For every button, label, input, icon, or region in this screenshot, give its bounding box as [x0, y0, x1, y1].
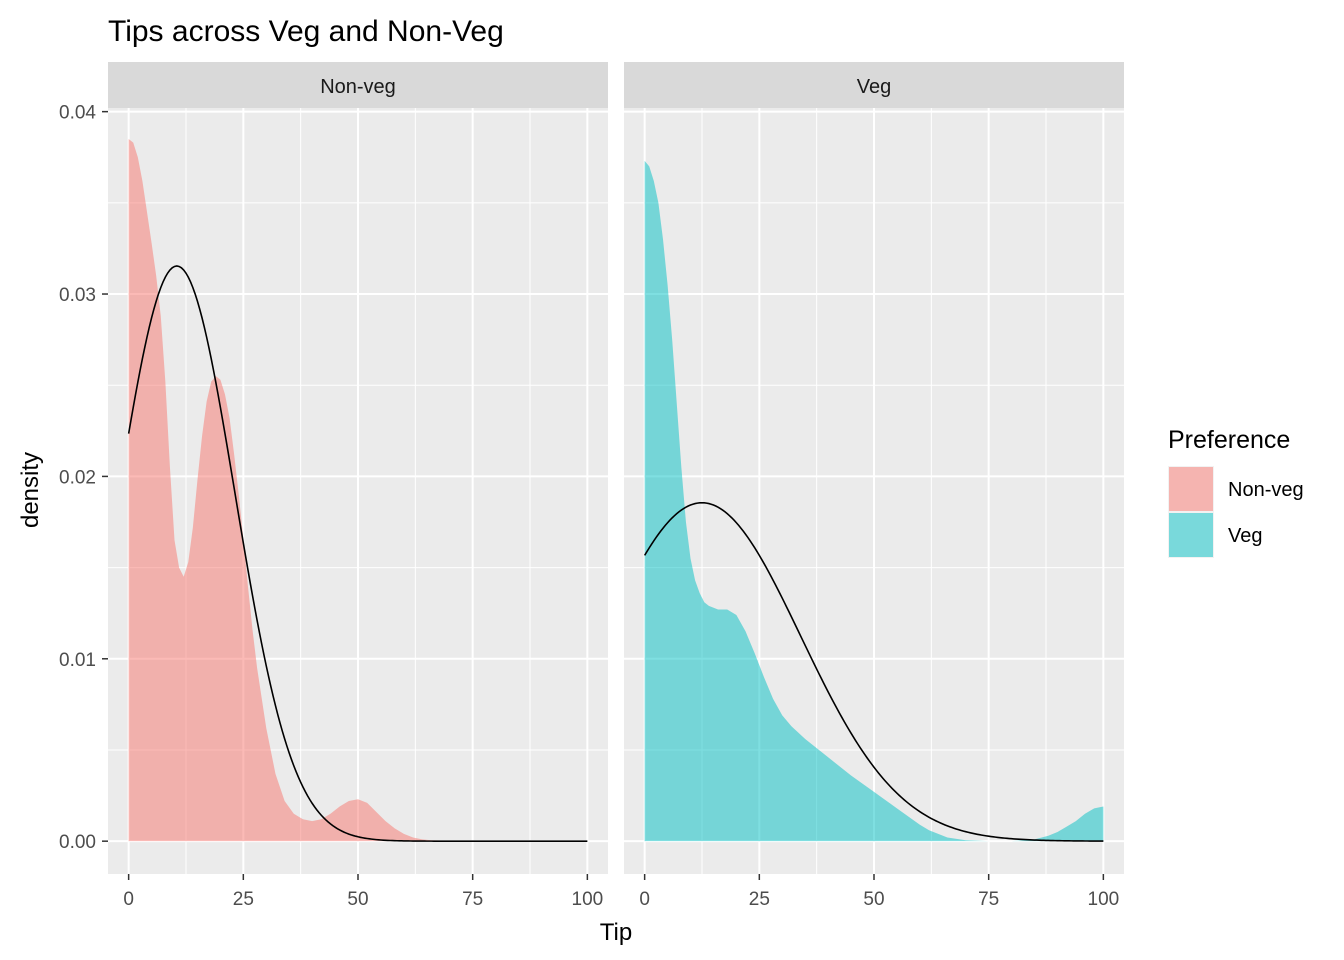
legend: Preference Non-veg Veg [1168, 426, 1304, 558]
facet-panels: Non-veg Veg [108, 62, 1124, 874]
y-axis: 0.00 0.01 0.02 0.03 0.04 [59, 103, 108, 853]
y-axis-title: density [17, 452, 44, 528]
facet-panel-veg: Veg [624, 62, 1124, 874]
x-tick-label: 100 [1088, 889, 1120, 910]
legend-key-veg [1169, 513, 1213, 557]
x-tick-label: 50 [863, 889, 884, 910]
strip-label: Veg [857, 76, 891, 98]
strip-label: Non-veg [320, 76, 396, 98]
x-tick-label: 75 [462, 889, 483, 910]
x-tick-label: 25 [233, 889, 254, 910]
y-tick-label: 0.01 [59, 650, 96, 671]
density-area-non-veg [128, 139, 588, 842]
legend-title: Preference [1168, 426, 1290, 454]
y-tick-label: 0.00 [59, 832, 96, 853]
y-tick-label: 0.03 [59, 285, 96, 306]
strip-background [624, 62, 1124, 108]
x-axis-non-veg: 0 25 50 75 100 [123, 874, 603, 910]
x-tick-label: 100 [572, 889, 604, 910]
x-axes: 0 25 50 75 100 0 25 50 75 100 [123, 874, 1119, 910]
legend-key-non-veg [1169, 467, 1213, 511]
legend-items: Non-veg Veg [1168, 466, 1304, 558]
strip-background [108, 62, 608, 108]
legend-label: Non-veg [1228, 479, 1304, 501]
x-tick-label: 25 [749, 889, 770, 910]
x-axis-title: Tip [600, 919, 632, 946]
x-tick-label: 0 [639, 889, 650, 910]
x-tick-label: 50 [347, 889, 368, 910]
x-tick-label: 75 [978, 889, 999, 910]
chart-title: Tips across Veg and Non-Veg [108, 15, 504, 48]
x-tick-label: 0 [123, 889, 134, 910]
normal-curve-veg [643, 501, 1104, 842]
legend-label: Veg [1228, 525, 1262, 547]
facet-panel-non-veg: Non-veg [108, 62, 608, 874]
y-tick-label: 0.04 [59, 103, 96, 124]
density-area-veg [644, 160, 1104, 842]
y-tick-label: 0.02 [59, 467, 96, 488]
x-axis-veg: 0 25 50 75 100 [639, 874, 1119, 910]
normal-curve-non-veg [127, 265, 588, 842]
